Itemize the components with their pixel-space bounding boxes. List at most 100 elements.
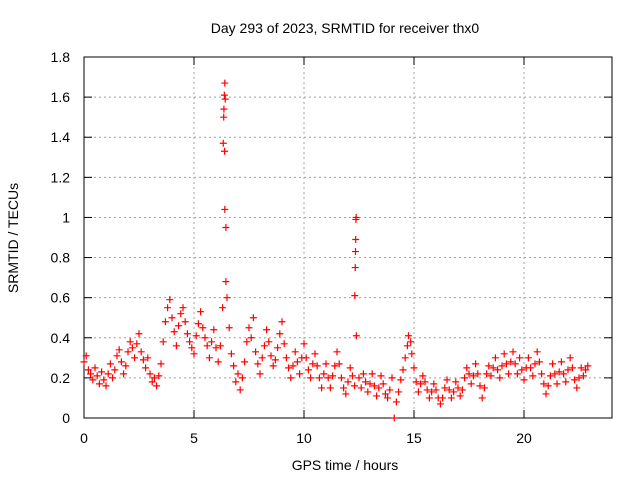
data-point: [219, 139, 227, 147]
data-point: [93, 372, 101, 380]
data-point: [227, 350, 235, 358]
data-point: [571, 376, 579, 384]
data-point: [214, 358, 222, 366]
y-axis-label: SRMTID / TECUs: [5, 183, 21, 293]
data-point: [144, 354, 152, 362]
data-point: [430, 380, 438, 388]
data-point: [194, 320, 202, 328]
y-tick-label: 1: [62, 209, 70, 225]
data-point: [465, 370, 473, 378]
data-point: [80, 358, 88, 366]
data-point: [500, 350, 508, 358]
data-point: [476, 382, 484, 390]
data-point: [181, 318, 189, 326]
data-point: [104, 370, 112, 378]
data-point: [278, 318, 286, 326]
data-point: [148, 378, 156, 386]
data-point: [135, 330, 143, 338]
data-point: [553, 380, 561, 388]
data-point: [542, 390, 550, 398]
y-tick-label: 1.4: [51, 129, 71, 145]
data-point: [263, 326, 271, 334]
data-point: [247, 334, 255, 342]
data-point: [307, 374, 315, 382]
data-point: [377, 372, 385, 380]
data-point: [287, 374, 295, 382]
data-point: [421, 378, 429, 386]
data-point: [340, 384, 348, 392]
data-point: [311, 350, 319, 358]
data-point: [331, 362, 339, 370]
data-point: [368, 370, 376, 378]
data-point: [267, 352, 275, 360]
data-point: [397, 376, 405, 384]
data-point: [357, 384, 365, 392]
data-point: [472, 360, 480, 368]
data-point: [139, 356, 147, 364]
data-point: [102, 382, 110, 390]
data-point: [432, 386, 440, 394]
data-point: [520, 376, 528, 384]
data-point: [337, 374, 345, 382]
data-point: [241, 358, 249, 366]
data-point: [164, 304, 172, 312]
data-point: [221, 205, 229, 213]
data-point: [489, 364, 497, 372]
data-point: [544, 382, 552, 390]
data-point: [584, 362, 592, 370]
data-point: [549, 360, 557, 368]
x-tick-label: 0: [80, 430, 88, 446]
data-point: [219, 304, 227, 312]
data-point: [89, 376, 97, 384]
data-point: [362, 378, 370, 386]
data-point: [384, 394, 392, 402]
data-point: [197, 308, 205, 316]
data-point: [254, 360, 262, 368]
data-point: [117, 358, 125, 366]
data-point: [366, 380, 374, 388]
data-point: [399, 366, 407, 374]
data-point: [175, 322, 183, 330]
data-point: [454, 384, 462, 392]
data-point: [518, 366, 526, 374]
data-point: [210, 326, 218, 334]
data-point: [155, 372, 163, 380]
data-point: [410, 364, 418, 372]
data-point: [190, 350, 198, 358]
data-point: [370, 382, 378, 390]
data-point: [220, 105, 228, 113]
data-point: [516, 354, 524, 362]
data-point: [401, 354, 409, 362]
data-point: [282, 354, 290, 362]
data-point: [381, 390, 389, 398]
data-point: [166, 296, 174, 304]
data-point: [428, 388, 436, 396]
data-point: [535, 358, 543, 366]
data-point: [326, 384, 334, 392]
data-point: [463, 364, 471, 372]
data-point: [192, 332, 200, 340]
data-point: [560, 370, 568, 378]
data-point: [498, 362, 506, 370]
data-point: [573, 384, 581, 392]
data-point: [212, 344, 220, 352]
data-point: [513, 370, 521, 378]
data-point: [579, 372, 587, 380]
data-point: [161, 318, 169, 326]
data-point: [280, 340, 288, 348]
x-tick-label: 20: [516, 430, 532, 446]
data-point: [467, 380, 475, 388]
data-point: [234, 370, 242, 378]
data-point: [183, 330, 191, 338]
data-point: [474, 370, 482, 378]
data-point: [142, 364, 150, 372]
data-point: [232, 378, 240, 386]
data-point: [392, 398, 400, 406]
data-point: [289, 362, 297, 370]
data-point: [120, 370, 128, 378]
y-tick-label: 0.2: [51, 370, 71, 386]
data-point: [566, 354, 574, 362]
data-point: [318, 384, 326, 392]
data-point: [220, 113, 228, 121]
